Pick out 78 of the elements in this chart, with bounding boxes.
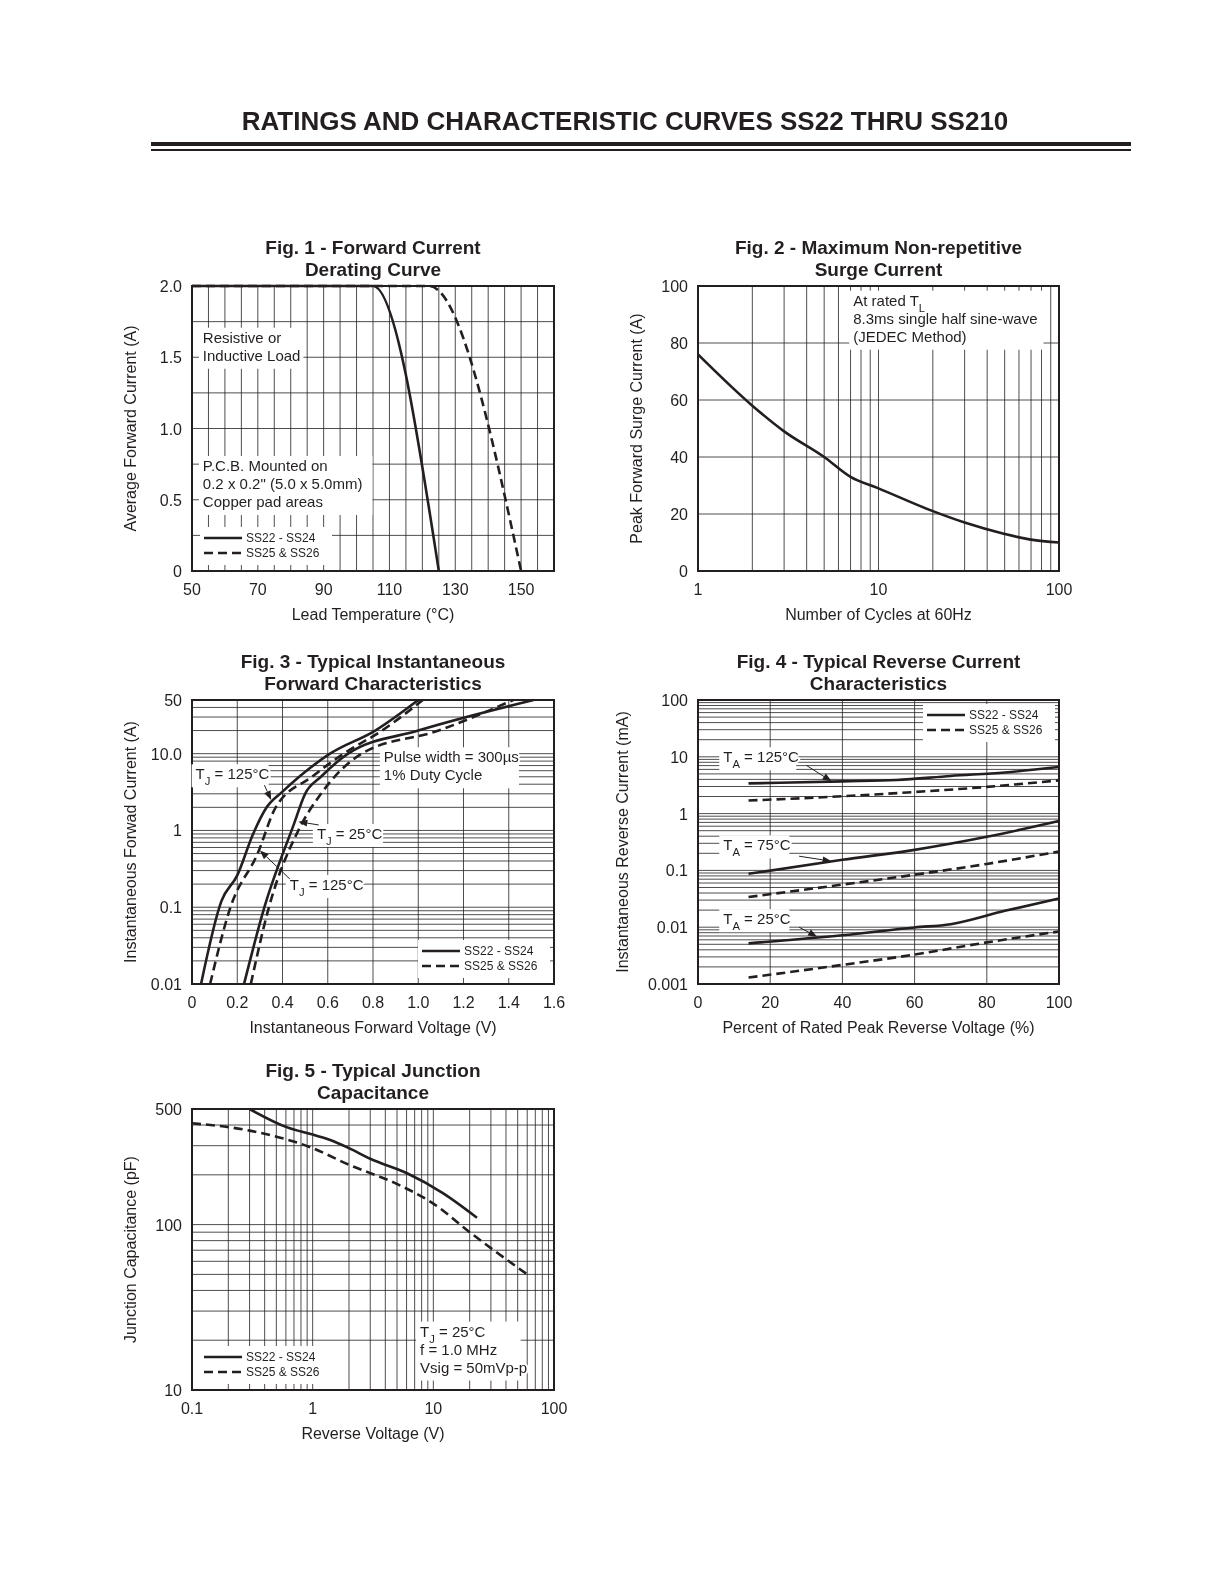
legend-label: SS22 - SS24 bbox=[246, 1350, 316, 1364]
y-tick-label: 0.1 bbox=[159, 899, 183, 917]
legend-label: SS25 & SS26 bbox=[969, 723, 1043, 737]
y-tick-label: 0 bbox=[679, 563, 689, 580]
y-axis-title: Peak Forward Surge Current (A) bbox=[628, 313, 645, 544]
legend-label: SS22 - SS24 bbox=[246, 531, 316, 545]
y-tick-label: 100 bbox=[661, 278, 689, 295]
y-axis-title: Instantaneous Forwad Current (A) bbox=[122, 721, 139, 963]
x-tick-label: 100 bbox=[540, 1400, 568, 1417]
y-tick-label: 1 bbox=[173, 822, 183, 840]
y-tick-label: 0.01 bbox=[150, 976, 183, 993]
x-tick-label: 0 bbox=[187, 994, 197, 1011]
y-tick-label: 500 bbox=[155, 1101, 183, 1118]
y-tick-label: 1.0 bbox=[159, 420, 183, 438]
annotation: T$_{J}$ = 25°C f = 1.0 MHz Vsig = 50mVp-p bbox=[420, 1322, 528, 1376]
x-tick-label: 20 bbox=[761, 994, 780, 1011]
text: RATINGS AND CHARACTERISTIC CURVES SS22 THRU SS210 bbox=[241, 106, 1009, 136]
y-tick-label: 60 bbox=[670, 392, 689, 409]
x-tick-label: 80 bbox=[977, 994, 996, 1011]
x-tick-label: 0 bbox=[693, 994, 703, 1011]
y-axis-title: Instantaneous Reverse Current (mA) bbox=[614, 711, 631, 973]
x-tick-label: 70 bbox=[248, 581, 267, 598]
legend-label: SS25 & SS26 bbox=[246, 546, 320, 560]
x-tick-label: 1.0 bbox=[407, 994, 430, 1011]
y-tick-label: 0.01 bbox=[656, 919, 689, 937]
x-tick-label: 150 bbox=[507, 581, 535, 598]
y-tick-label: 0.1 bbox=[665, 862, 689, 880]
x-axis-title: Number of Cycles at 60Hz bbox=[785, 606, 972, 623]
y-tick-label: 10 bbox=[670, 748, 689, 766]
x-tick-label: 0.2 bbox=[226, 994, 249, 1011]
annotation: T$_{J}$ = 125°C bbox=[289, 876, 364, 899]
y-tick-label: 0.5 bbox=[159, 491, 183, 509]
x-tick-label: 40 bbox=[833, 994, 852, 1011]
x-tick-label: 1 bbox=[693, 581, 703, 598]
chart-title: Fig. 4 - Typical Reverse Current Characteristics bbox=[736, 651, 1022, 694]
x-tick-label: 1.2 bbox=[452, 994, 475, 1011]
chart-title: Fig. 2 - Maximum Non-repetitive Surge Current bbox=[734, 237, 1023, 280]
x-tick-label: 1.6 bbox=[542, 994, 566, 1011]
x-axis-title: Lead Temperature (°C) bbox=[291, 606, 455, 623]
y-tick-label: 20 bbox=[670, 506, 689, 523]
y-tick-label: 100 bbox=[661, 692, 689, 709]
legend-label: SS22 - SS24 bbox=[969, 708, 1039, 722]
y-tick-label: 1.5 bbox=[159, 349, 183, 367]
x-tick-label: 110 bbox=[376, 581, 403, 598]
x-axis-title: Instantaneous Forward Voltage (V) bbox=[249, 1019, 497, 1036]
x-tick-label: 90 bbox=[314, 581, 333, 598]
y-tick-label: 0.001 bbox=[647, 976, 689, 993]
x-tick-label: 130 bbox=[441, 581, 469, 598]
y-tick-label: 100 bbox=[155, 1216, 183, 1234]
y-tick-label: 1 bbox=[679, 805, 689, 823]
x-tick-label: 100 bbox=[1045, 581, 1073, 598]
legend-label: SS25 & SS26 bbox=[464, 959, 538, 973]
x-tick-label: 100 bbox=[1045, 994, 1073, 1011]
y-axis-title: Junction Capacitance (pF) bbox=[122, 1156, 139, 1343]
y-tick-label: 2.0 bbox=[159, 278, 183, 295]
y-tick-label: 10.0 bbox=[150, 745, 183, 763]
x-tick-label: 0.6 bbox=[316, 994, 339, 1011]
x-axis-title: Percent of Rated Peak Reverse Voltage (%) bbox=[722, 1019, 1035, 1036]
x-tick-label: 60 bbox=[905, 994, 924, 1011]
y-tick-label: 10 bbox=[164, 1382, 183, 1399]
x-tick-label: 1.4 bbox=[497, 994, 520, 1011]
y-tick-label: 80 bbox=[670, 335, 689, 352]
x-axis-title: Reverse Voltage (V) bbox=[301, 1425, 445, 1442]
legend-label: SS25 & SS26 bbox=[246, 1365, 320, 1379]
chart-title: Fig. 5 - Typical Junction Capacitance bbox=[265, 1060, 481, 1103]
y-axis-title: Average Forward Current (A) bbox=[122, 325, 139, 532]
annotation: P.C.B. Mounted on 0.2 x 0.2" (5.0 x 5.0mm) Copper pad areas bbox=[202, 457, 363, 510]
x-tick-label: 1 bbox=[308, 1400, 318, 1417]
chart-title: Fig. 1 - Forward Current Derating Curve bbox=[265, 237, 482, 280]
x-tick-label: 10 bbox=[424, 1400, 443, 1417]
y-tick-label: 0 bbox=[173, 563, 183, 580]
y-tick-label: 40 bbox=[670, 449, 689, 466]
x-tick-label: 10 bbox=[869, 581, 888, 598]
x-tick-label: 0.8 bbox=[361, 994, 385, 1011]
x-tick-label: 0.4 bbox=[271, 994, 294, 1011]
y-tick-label: 50 bbox=[164, 692, 183, 709]
legend-label: SS22 - SS24 bbox=[464, 944, 534, 958]
chart-title: Fig. 3 - Typical Instantaneous Forward Characteristics bbox=[240, 651, 506, 694]
